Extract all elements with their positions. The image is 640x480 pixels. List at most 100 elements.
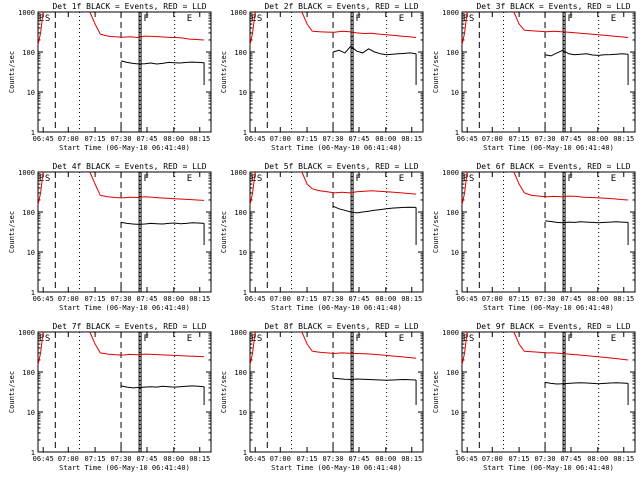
y-axis-label: Counts/sec [220,51,228,93]
x-tick-label: 07:30 [111,135,132,143]
marker-label: E [251,14,256,24]
y-axis-label: Counts/sec [220,211,228,253]
chart-title: Det 7f BLACK = Events, RED = LLD [52,322,206,331]
marker-label: E [187,14,192,24]
x-axis-label: Start Time (06-May-10 06:41:40) [483,464,614,472]
x-tick-label: 07:00 [482,295,503,303]
marker-label: F [568,174,573,184]
lld-decay [301,331,313,352]
chart-panel-5: 1 10 100 1000 06:45 07:00 07:15 07:30 07:45 08:00… [220,162,424,312]
y-tick-label: 10 [27,409,35,417]
events-series-line [544,49,629,57]
y-axis-label: Counts/sec [8,51,16,93]
x-axis-label: Start Time (06-May-10 06:41:40) [271,304,402,312]
events-series-line [120,221,205,225]
chart-panel-1: 1 10 100 1000 06:45 07:00 07:15 07:30 07:45 08:00… [8,2,212,152]
y-tick-label: 10 [239,249,247,257]
x-tick-label: 06:45 [457,295,478,303]
plot-frame [461,171,636,293]
y-tick-label: 10 [239,89,247,97]
x-tick-label: 08:15 [613,135,634,143]
x-tick-label: 08:00 [375,135,396,143]
y-tick-label: 10 [27,249,35,257]
x-tick-label: 08:00 [587,455,608,463]
plot-frame [249,331,424,453]
x-tick-label: 06:45 [33,135,54,143]
x-tick-label: 07:45 [136,135,157,143]
y-tick-label: 100 [446,49,459,57]
x-tick-label: 07:00 [482,455,503,463]
y-tick-label: 10 [451,89,459,97]
y-tick-label: 1 [243,289,247,297]
lld-series-line [524,350,629,361]
chart-panel-3: 1 10 100 1000 06:45 07:00 07:15 07:30 07:45 08:00… [432,2,636,152]
marker-label: E [463,174,468,184]
y-tick-label: 1000 [18,9,35,17]
x-tick-label: 08:00 [587,135,608,143]
lld-spike [37,11,44,46]
x-tick-label: 07:30 [323,455,344,463]
y-tick-label: 10 [451,409,459,417]
marker-label: S [257,174,262,184]
chart-panel-2: 1 10 100 1000 06:45 07:00 07:15 07:30 07:45 08:00… [220,2,424,152]
x-tick-label: 07:30 [111,295,132,303]
x-axis-label: Start Time (06-May-10 06:41:40) [483,144,614,152]
lld-spike [37,331,44,366]
y-tick-label: 1000 [230,329,247,337]
marker-label: F [144,174,149,184]
events-series-line [544,381,629,385]
x-tick-label: 07:00 [270,135,291,143]
x-tick-label: 08:15 [613,455,634,463]
marker-label: E [611,334,616,344]
y-tick-label: 1 [243,449,247,457]
x-tick-label: 07:15 [85,455,106,463]
x-tick-label: 07:45 [348,455,369,463]
lld-spike [249,331,256,366]
y-tick-label: 100 [234,369,247,377]
marker-label: E [187,174,192,184]
x-tick-label: 07:15 [509,135,530,143]
marker-label: S [257,334,262,344]
y-tick-label: 1000 [18,329,35,337]
x-tick-label: 07:30 [323,295,344,303]
lld-decay [513,11,525,31]
y-axis-label: Counts/sec [8,211,16,253]
y-axis-label: Counts/sec [220,371,228,413]
y-axis-label: Counts/sec [432,211,440,253]
lld-spike [461,171,468,206]
lld-series-line [524,29,629,38]
plot-frame [461,11,636,133]
y-tick-label: 100 [234,209,247,217]
lld-series-line [100,194,205,201]
lld-series-line [100,352,205,358]
x-tick-label: 07:45 [560,455,581,463]
y-tick-label: 100 [234,49,247,57]
lld-decay [513,331,525,352]
chart-panel-7: 1 10 100 1000 06:45 07:00 07:15 07:30 07:45 08:00… [8,322,212,472]
y-tick-label: 10 [451,249,459,257]
events-series-line [332,377,417,381]
marker-label: F [568,334,573,344]
events-series-line [544,220,629,224]
x-tick-label: 08:15 [189,455,210,463]
marker-label: E [611,174,616,184]
x-tick-label: 07:45 [348,295,369,303]
y-axis-label: Counts/sec [432,51,440,93]
marker-label: E [399,334,404,344]
events-series-line [332,45,417,56]
x-tick-label: 08:15 [613,295,634,303]
lld-spike [249,11,256,46]
x-tick-label: 07:00 [270,455,291,463]
y-tick-label: 1 [243,129,247,137]
lld-decay [89,11,101,35]
marker-label: E [399,14,404,24]
x-tick-label: 08:15 [189,135,210,143]
y-tick-label: 1000 [442,329,459,337]
x-tick-label: 07:45 [136,295,157,303]
x-tick-label: 07:45 [560,295,581,303]
y-tick-label: 1 [31,449,35,457]
y-tick-label: 1 [455,289,459,297]
lld-series-line [524,192,629,201]
marker-label: E [463,14,468,24]
